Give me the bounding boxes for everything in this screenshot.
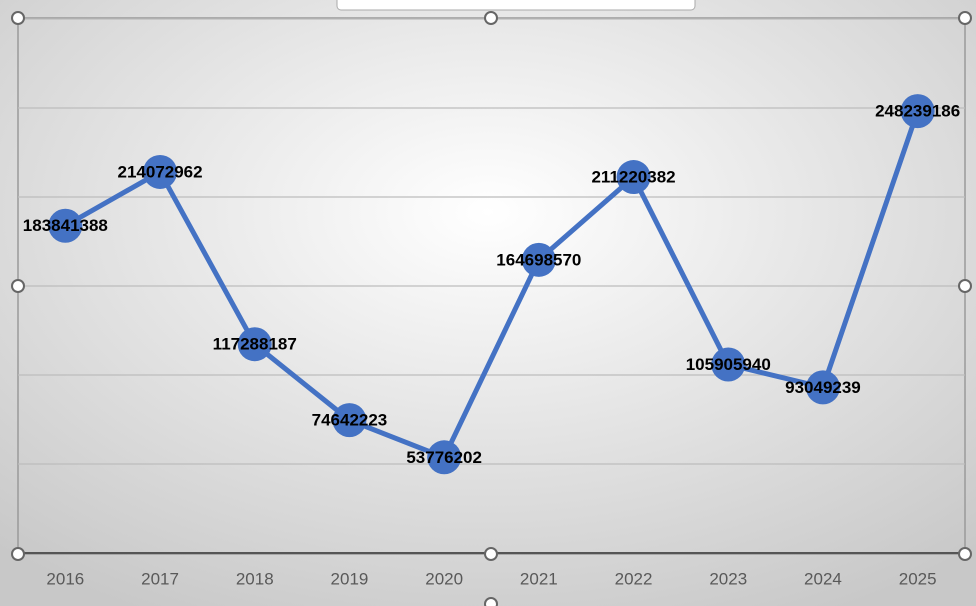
x-tick-label: 2016: [46, 569, 84, 588]
handle[interactable]: [958, 547, 972, 561]
data-label: 105905940: [686, 355, 771, 374]
tooltip: [336, 0, 696, 11]
data-label: 211220382: [591, 168, 675, 187]
data-label: 74642223: [312, 411, 388, 430]
data-marker: [521, 242, 556, 277]
data-marker: [805, 370, 840, 405]
data-marker: [143, 154, 178, 189]
data-label: 93049239: [785, 378, 861, 397]
handle[interactable]: [11, 11, 25, 25]
data-marker: [711, 347, 746, 382]
handle[interactable]: [484, 597, 498, 606]
x-tick-label: 2018: [236, 569, 274, 588]
plot-area: 2016 2017 2018 2019 2020 2021 2022 2023 2024 2025…: [18, 18, 965, 588]
x-tick-label: 2020: [425, 569, 463, 588]
x-tick-label: 2022: [615, 569, 653, 588]
x-tick-label: 2023: [709, 569, 747, 588]
x-tick-label: 2017: [141, 569, 179, 588]
data-marker: [48, 208, 83, 243]
handle[interactable]: [958, 279, 972, 293]
data-label: 214072962: [118, 162, 203, 181]
handle[interactable]: [11, 547, 25, 561]
data-label: 183841388: [23, 216, 108, 235]
x-tick-label: 2024: [804, 569, 842, 588]
data-marker: [616, 160, 651, 195]
data-marker: [332, 403, 367, 438]
data-marker: [427, 440, 462, 475]
data-label: 248239186: [875, 102, 960, 121]
handle[interactable]: [11, 279, 25, 293]
data-label: 164698570: [496, 250, 581, 269]
data-label: 117288187: [213, 335, 297, 354]
x-tick-label: 2025: [899, 569, 937, 588]
data-marker: [900, 94, 935, 129]
data-line: [64, 110, 921, 460]
x-tick-label: 2019: [331, 569, 369, 588]
handle[interactable]: [958, 11, 972, 25]
handle[interactable]: [484, 11, 498, 25]
data-marker: [237, 327, 272, 362]
x-tick-label: 2021: [520, 569, 558, 588]
handle[interactable]: [484, 547, 498, 561]
selection-handles: [11, 11, 972, 606]
data-label: 53776202: [406, 448, 482, 467]
